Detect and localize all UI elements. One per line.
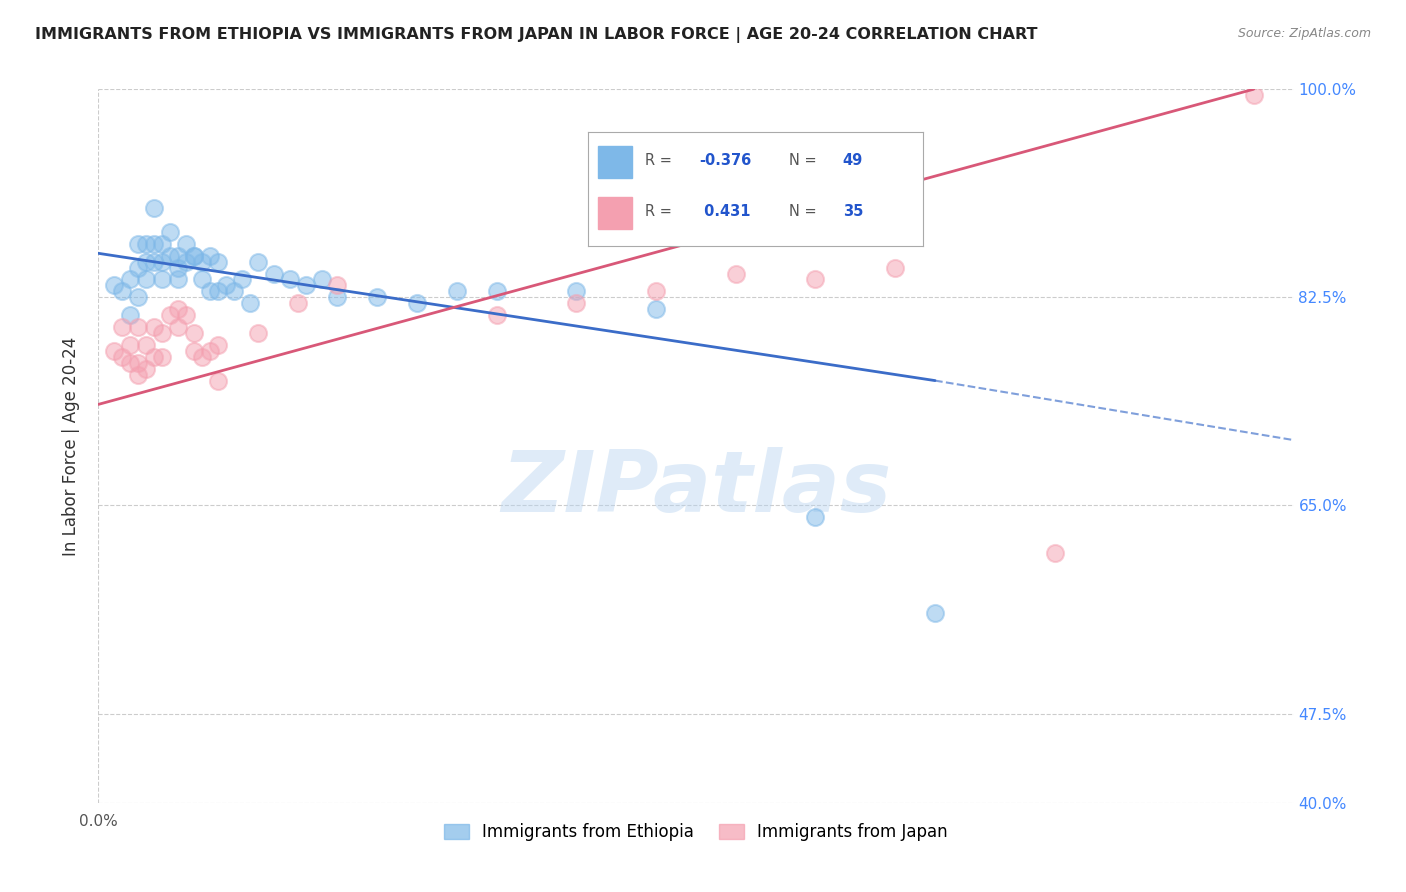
Point [198, 285, 221, 299]
Legend: Immigrants from Ethiopia, Immigrants from Japan: Immigrants from Ethiopia, Immigrants fro… [437, 817, 955, 848]
Point [191, 272, 214, 286]
Point [167, 272, 190, 286]
Point [143, 254, 166, 268]
Point [150, 254, 173, 268]
Point [103, 343, 125, 358]
Point [287, 296, 309, 310]
Point [127, 320, 149, 334]
Point [159, 308, 181, 322]
Point [1043, 546, 1066, 560]
Point [150, 236, 173, 251]
Point [167, 249, 190, 263]
Point [143, 320, 166, 334]
Point [159, 249, 181, 263]
Point [159, 225, 181, 239]
Point [135, 272, 157, 286]
Point [103, 278, 125, 293]
Point [246, 254, 269, 268]
Point [135, 236, 157, 251]
Point [207, 374, 229, 388]
Point [111, 320, 134, 334]
Point [231, 272, 253, 286]
Point [645, 285, 668, 299]
Point [645, 302, 668, 317]
Point [150, 326, 173, 340]
Point [884, 260, 907, 275]
Point [804, 510, 827, 524]
Point [924, 606, 946, 620]
Point [127, 236, 149, 251]
Text: IMMIGRANTS FROM ETHIOPIA VS IMMIGRANTS FROM JAPAN IN LABOR FORCE | AGE 20-24 COR: IMMIGRANTS FROM ETHIOPIA VS IMMIGRANTS F… [35, 27, 1038, 43]
Point [366, 290, 388, 304]
Point [278, 272, 301, 286]
Point [326, 290, 349, 304]
Point [239, 296, 262, 310]
Point [127, 260, 149, 275]
Point [174, 254, 197, 268]
Point [191, 254, 214, 268]
Text: ZIPatlas: ZIPatlas [501, 447, 891, 531]
Point [485, 308, 508, 322]
Point [207, 285, 229, 299]
Point [222, 285, 245, 299]
Point [198, 249, 221, 263]
Point [207, 338, 229, 352]
Point [183, 343, 205, 358]
Point [804, 272, 827, 286]
Point [326, 278, 349, 293]
Point [135, 338, 157, 352]
Point [120, 272, 142, 286]
Point [150, 350, 173, 364]
Point [246, 326, 269, 340]
Point [198, 343, 221, 358]
Point [135, 361, 157, 376]
Point [724, 267, 747, 281]
Point [143, 236, 166, 251]
Point [446, 285, 468, 299]
Point [263, 267, 285, 281]
Point [1243, 88, 1265, 103]
Point [174, 308, 197, 322]
Point [127, 356, 149, 370]
Point [294, 278, 316, 293]
Point [183, 249, 205, 263]
Y-axis label: In Labor Force | Age 20-24: In Labor Force | Age 20-24 [62, 336, 80, 556]
Point [311, 272, 333, 286]
Point [120, 308, 142, 322]
Point [111, 285, 134, 299]
Point [167, 302, 190, 317]
Point [127, 368, 149, 382]
Point [127, 290, 149, 304]
Point [111, 350, 134, 364]
Point [143, 350, 166, 364]
Point [150, 272, 173, 286]
Point [565, 285, 588, 299]
Point [167, 260, 190, 275]
Point [183, 326, 205, 340]
Text: Source: ZipAtlas.com: Source: ZipAtlas.com [1237, 27, 1371, 40]
Point [120, 356, 142, 370]
Point [183, 249, 205, 263]
Point [167, 320, 190, 334]
Point [207, 254, 229, 268]
Point [143, 201, 166, 215]
Point [215, 278, 238, 293]
Point [174, 236, 197, 251]
Point [135, 254, 157, 268]
Point [406, 296, 429, 310]
Point [485, 285, 508, 299]
Point [120, 338, 142, 352]
Point [565, 296, 588, 310]
Point [191, 350, 214, 364]
